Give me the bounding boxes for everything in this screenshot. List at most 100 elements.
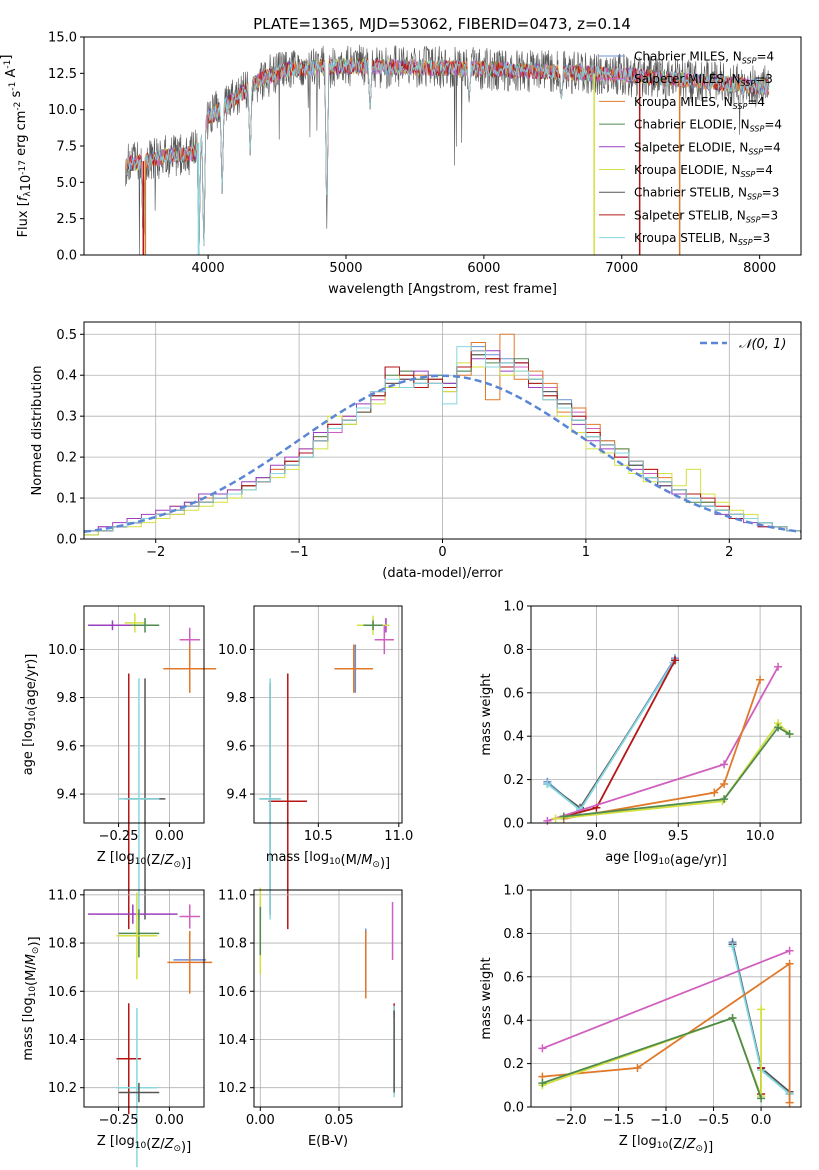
weight-marker [720, 779, 729, 788]
x-tick-label: 6000 [467, 261, 500, 276]
legend-label: Salpeter ELODIE, NSSP=4 [634, 140, 781, 156]
y-tick-label: 5.0 [56, 176, 77, 191]
y-tick-label: 15.0 [48, 31, 77, 46]
figure-title: PLATE=1365, MJD=53062, FIBERID=0473, z=0… [253, 15, 631, 33]
panel-residuals: −2 −1 0 1 2 0.0 0.1 0.2 0.3 0.4 0.5 (data-model)/er… [30, 321, 802, 581]
x-tick-label: −0.25 [99, 829, 139, 844]
legend-label: Salpeter MILES, NSSP=3 [634, 72, 773, 88]
panel-mass_vs_Z: −0.25 0.00 10.2 10.4 10.6 10.8 11.0 Z [log10(Z/… [21, 888, 213, 1168]
y-tick-label: 11.0 [48, 888, 77, 903]
plot-area-spectrum [125, 44, 770, 256]
y-tick-label: 0.4 [503, 1014, 524, 1029]
weight-marker [785, 1098, 794, 1107]
x-tick-label: 0.0 [751, 1113, 772, 1128]
weight-marker [551, 814, 560, 823]
errorbar-point [88, 620, 137, 631]
x-axis-label: age [log10(age/yr)] [605, 850, 727, 868]
weight-marker [757, 1094, 766, 1103]
x-tick-label: 5000 [329, 261, 362, 276]
spectrum-line [125, 58, 770, 256]
legend-label: Kroupa ELODIE, NSSP=4 [634, 163, 773, 179]
weight-line [563, 679, 761, 820]
errorbar-point [116, 1008, 158, 1168]
x-tick-label: 9.0 [586, 829, 607, 844]
plot-area-residuals [83, 333, 802, 539]
weight-line [542, 949, 790, 1050]
plot-area-age_vs_Z [88, 613, 217, 930]
x-tick-label: −1.5 [603, 1113, 635, 1128]
x-tick-label: −0.5 [698, 1113, 730, 1128]
y-axis-label: mass weight [479, 673, 494, 755]
x-axis-label: (data-model)/error [382, 566, 503, 581]
y-tick-label: 2.5 [56, 212, 77, 227]
x-tick-label: −2.0 [555, 1113, 587, 1128]
panel-mass_vs_ebv: 0.00 0.05 10.2 10.4 10.6 10.8 11.0 E(B-V) [218, 887, 403, 1149]
y-tick-label: 1.0 [503, 884, 524, 899]
panel-weight_vs_age: 9.0 9.5 10.0 0.0 0.2 0.4 0.6 0.8 1.0 age [log10(a… [479, 600, 802, 868]
gaussian-curve [83, 374, 802, 534]
weight-marker [757, 1005, 766, 1014]
axes-frame [83, 889, 205, 1108]
y-tick-label: 0.2 [503, 1057, 524, 1072]
y-tick-label: 10.4 [48, 1033, 77, 1048]
weight-line [542, 962, 791, 1103]
y-tick-label: 9.4 [226, 788, 247, 803]
y-tick-label: 0.2 [503, 773, 524, 788]
y-tick-label: 9.8 [56, 691, 77, 706]
x-axis-label: E(B-V) [308, 1134, 348, 1149]
y-tick-label: 0.0 [56, 533, 77, 548]
weight-marker [774, 723, 783, 732]
weight-line [555, 721, 791, 820]
x-tick-label: 7000 [605, 261, 638, 276]
weight-line [563, 726, 790, 818]
y-tick-label: 0.4 [56, 369, 77, 384]
legend-label: Chabrier ELODIE, NSSP=4 [634, 118, 782, 134]
errorbar-point [118, 1082, 160, 1103]
errorbar-point [124, 613, 146, 633]
spectrum-legend: Chabrier MILES, NSSP=4 Salpeter MILES, NS… [599, 50, 782, 247]
y-tick-label: 10.2 [48, 1081, 77, 1096]
x-axis-label: Z [log10(Z/Z⊙)] [97, 1134, 191, 1155]
y-tick-label: 0.0 [56, 249, 77, 264]
legend-label: Chabrier STELIB, NSSP=3 [634, 186, 779, 202]
weight-marker [720, 760, 729, 769]
x-tick-label: −0.25 [99, 1113, 139, 1128]
weight-marker [785, 730, 794, 739]
x-tick-label: −1 [290, 545, 309, 560]
weight-marker [710, 788, 719, 797]
x-tick-label: 0 [438, 545, 446, 560]
plot-area-mass_vs_Z [88, 892, 213, 1168]
y-tick-label: 0.0 [503, 817, 524, 832]
y-tick-label: 1.0 [503, 600, 524, 615]
panel-age_vs_Z: −0.25 0.00 9.4 9.6 9.8 10.0 Z [log10(Z/Z⊙)] age… [21, 605, 217, 930]
y-tick-label: 7.5 [56, 140, 77, 155]
x-tick-label: 8000 [743, 261, 776, 276]
x-tick-label: 10.0 [746, 829, 775, 844]
errorbar-point [268, 673, 308, 930]
histogram-kroupa-stelib [83, 346, 801, 539]
axes-frame [83, 605, 205, 824]
y-tick-label: 0.5 [56, 328, 77, 343]
errorbar-point [88, 904, 178, 924]
axes-frame [253, 605, 403, 824]
plot-area-weight_vs_age [543, 654, 794, 825]
legend-label: Kroupa MILES, NSSP=4 [634, 95, 765, 111]
plot-area-age_vs_mass [258, 615, 394, 930]
errorbar-point [374, 625, 394, 655]
weight-marker [756, 675, 765, 684]
x-tick-label: 0.00 [155, 829, 184, 844]
errorbar-point [179, 904, 200, 929]
x-tick-label: 11.0 [384, 829, 413, 844]
y-axis-label: mass weight [479, 957, 494, 1039]
legend-label: Chabrier MILES, NSSP=4 [634, 50, 774, 66]
x-axis-label: wavelength [Angstrom, rest frame] [328, 282, 557, 297]
y-tick-label: 10.0 [48, 103, 77, 118]
weight-marker [720, 795, 729, 804]
y-tick-label: 0.2 [56, 451, 77, 466]
y-tick-label: 0.6 [503, 970, 524, 985]
x-tick-label: 0.05 [325, 1113, 354, 1128]
weight-marker [785, 959, 794, 968]
y-tick-label: 10.6 [48, 985, 77, 1000]
x-tick-label: 4000 [192, 261, 225, 276]
